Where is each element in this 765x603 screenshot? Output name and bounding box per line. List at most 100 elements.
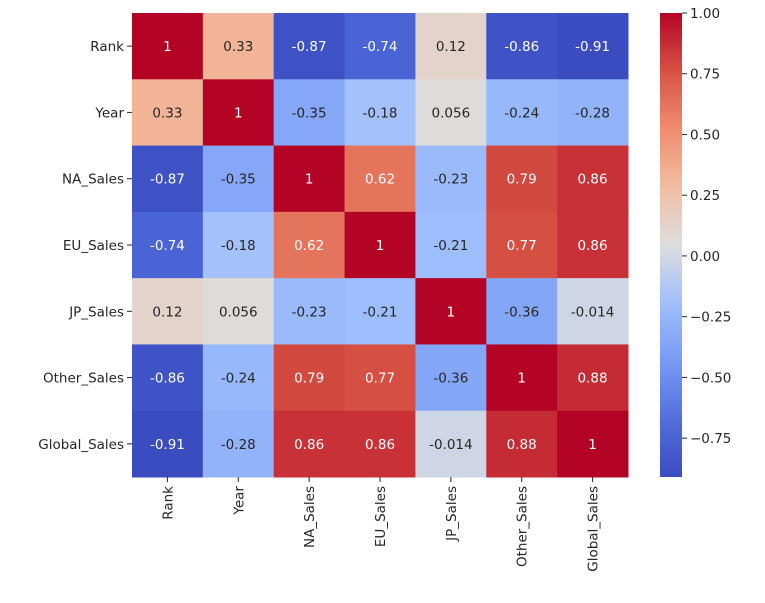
cell-annotation: 0.79 (507, 172, 537, 188)
cell-annotation: 1 (376, 238, 385, 254)
heatmap-cell (132, 344, 204, 412)
heatmap-cell (202, 344, 275, 412)
cell-annotation: 0.62 (365, 172, 395, 188)
cell-annotation: 1 (588, 437, 597, 453)
heatmap-cell (486, 344, 558, 412)
cell-annotation: -0.014 (429, 437, 473, 453)
cell-annotation: -0.36 (433, 371, 468, 387)
heatmap-cell (344, 79, 416, 147)
heatmap-cell (344, 13, 416, 80)
y-tick-label: Year (94, 105, 124, 121)
cell-annotations: 1 0.33 -0.87 -0.74 0.12 -0.86 -0.91 0.33 1 -0.35 -… (150, 39, 614, 453)
colorbar-tick-label: −0.75 (690, 431, 731, 447)
cell-annotation: -0.87 (150, 172, 185, 188)
heatmap-cell (202, 79, 275, 147)
heatmap-cell (132, 13, 204, 80)
y-tick-label: JP_Sales (68, 304, 124, 320)
heatmap-cell (344, 211, 416, 279)
heatmap-cell (202, 211, 275, 279)
cell-annotation: -0.28 (575, 105, 610, 121)
heatmap-cell (132, 410, 204, 478)
x-tick-label: Year (231, 486, 247, 516)
cell-annotation: 0.86 (365, 437, 395, 453)
cell-annotation: -0.21 (433, 238, 468, 254)
cell-annotation: 0.77 (365, 371, 395, 387)
heatmap-cell (132, 278, 204, 345)
cell-annotation: -0.24 (221, 371, 256, 387)
heatmap-cell (344, 145, 416, 213)
x-axis: Rank Year NA_Sales EU_Sales JP_Sales Other_Sa… (160, 477, 602, 572)
cell-annotation: 0.33 (152, 105, 182, 121)
cell-annotation: -0.74 (150, 238, 185, 254)
heatmap-cell (557, 410, 629, 478)
x-tick-label: Rank (160, 486, 176, 520)
colorbar-tick-label: 0.50 (690, 127, 720, 143)
cell-annotation: -0.014 (571, 304, 615, 320)
cell-annotation: 0.86 (294, 437, 324, 453)
cell-annotation: 0.79 (294, 371, 324, 387)
heatmap-cell (486, 145, 558, 213)
cell-annotation: -0.36 (504, 304, 539, 320)
heatmap-cell (557, 344, 629, 412)
cell-annotation: 1 (234, 105, 243, 121)
cell-annotation: 0.88 (507, 437, 537, 453)
cell-annotation: 0.056 (432, 105, 471, 121)
colorbar-tick-label: 1.00 (690, 6, 720, 22)
cell-annotation: 0.12 (436, 39, 466, 55)
cell-annotation: -0.35 (221, 172, 256, 188)
heatmap-cell (202, 278, 275, 345)
heatmap-cell (344, 344, 416, 412)
cell-annotation: 1 (517, 371, 526, 387)
heatmap-cell (202, 13, 275, 80)
colorbar: 1.00 0.75 0.50 0.25 0.00 −0.25 −0.50 −0.75 (660, 6, 731, 477)
y-axis: Rank Year NA_Sales EU_Sales JP_Sales Other_Sa… (38, 39, 132, 453)
heatmap-cell (486, 79, 558, 147)
cell-annotation: -0.91 (150, 437, 185, 453)
heatmap-cell (132, 79, 204, 147)
heatmap-cell (415, 278, 487, 345)
y-tick-label: Rank (90, 39, 124, 55)
heatmap-cell (486, 278, 558, 345)
heatmap-cell (344, 410, 416, 478)
heatmap-cell (486, 410, 558, 478)
colorbar-tick-label: 0.25 (690, 188, 720, 204)
heatmap-cell (557, 145, 629, 213)
cell-annotation: 0.33 (223, 39, 253, 55)
cell-annotation: -0.74 (363, 39, 398, 55)
heatmap-cell (415, 410, 487, 478)
cell-annotation: 0.62 (294, 238, 324, 254)
cell-annotation: -0.21 (363, 304, 398, 320)
heatmap-cell (415, 13, 487, 80)
cell-annotation: -0.23 (292, 304, 327, 320)
cell-annotation: -0.87 (292, 39, 327, 55)
heatmap-cell (273, 344, 346, 412)
cell-annotation: 1 (305, 172, 314, 188)
cell-annotation: -0.28 (221, 437, 256, 453)
cell-annotation: 0.86 (578, 238, 608, 254)
x-tick-label: JP_Sales (444, 486, 460, 542)
cell-annotation: 1 (447, 304, 456, 320)
heatmap-cell (202, 410, 275, 478)
heatmap-cell (273, 410, 346, 478)
heatmap-cells (132, 13, 629, 478)
cell-annotation: -0.23 (433, 172, 468, 188)
heatmap-cell (415, 211, 487, 279)
cell-annotation: -0.18 (363, 105, 398, 121)
heatmap-cell (415, 79, 487, 147)
cell-annotation: -0.86 (150, 371, 185, 387)
heatmap-cell (557, 79, 629, 147)
cell-annotation: 0.056 (219, 304, 258, 320)
heatmap-cell (344, 278, 416, 345)
cell-annotation: -0.35 (292, 105, 327, 121)
heatmap-cell (202, 145, 275, 213)
heatmap-cell (557, 211, 629, 279)
cell-annotation: 0.86 (578, 172, 608, 188)
heatmap-cell (557, 278, 629, 345)
heatmap-cell (557, 13, 629, 80)
cell-annotation: -0.18 (221, 238, 256, 254)
cell-annotation: 0.77 (507, 238, 537, 254)
colorbar-tick-label: −0.50 (690, 370, 731, 386)
cell-annotation: 0.88 (578, 371, 608, 387)
colorbar-tick-label: 0.75 (690, 67, 720, 83)
